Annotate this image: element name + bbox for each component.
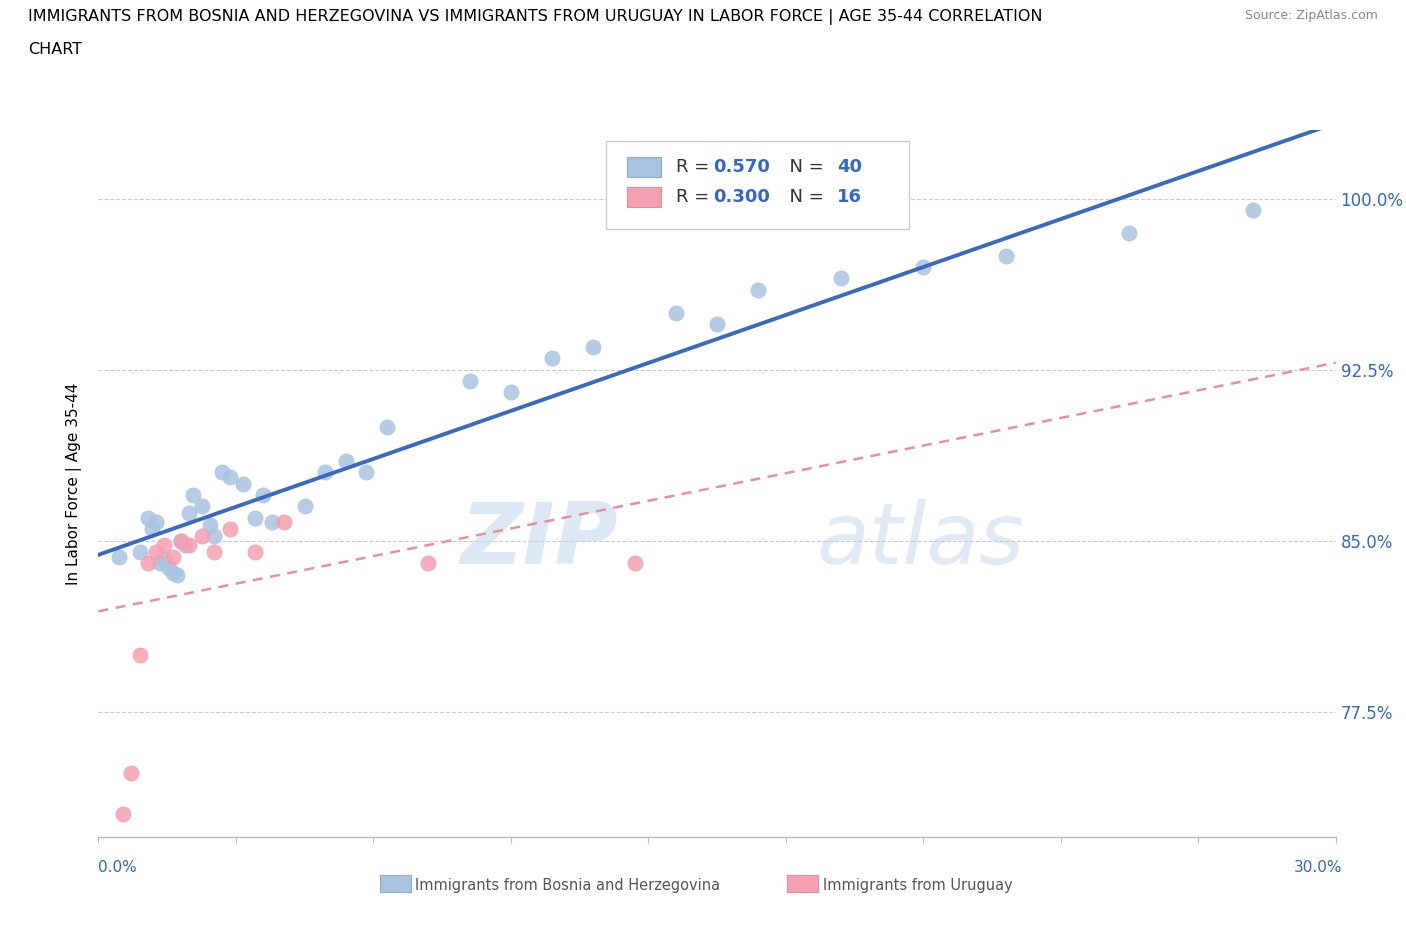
Point xyxy=(356,465,378,480)
Point xyxy=(157,561,180,576)
Point xyxy=(994,248,1017,263)
Text: IMMIGRANTS FROM BOSNIA AND HERZEGOVINA VS IMMIGRANTS FROM URUGUAY IN LABOR FORCE: IMMIGRANTS FROM BOSNIA AND HERZEGOVINA V… xyxy=(28,9,1043,25)
Point xyxy=(541,351,564,365)
Text: Immigrants from Bosnia and Herzegovina: Immigrants from Bosnia and Herzegovina xyxy=(415,878,720,893)
Text: 30.0%: 30.0% xyxy=(1295,860,1343,875)
Point xyxy=(174,538,197,552)
Point xyxy=(179,506,201,521)
Point xyxy=(166,567,188,582)
Text: Immigrants from Uruguay: Immigrants from Uruguay xyxy=(823,878,1012,893)
Text: 0.0%: 0.0% xyxy=(98,860,138,875)
Point xyxy=(243,545,266,560)
Point xyxy=(830,271,852,286)
Point xyxy=(128,545,150,560)
Point xyxy=(314,465,336,480)
Point xyxy=(294,499,316,514)
Point xyxy=(162,565,184,580)
Point xyxy=(219,522,242,537)
Point xyxy=(202,528,225,543)
Y-axis label: In Labor Force | Age 35-44: In Labor Force | Age 35-44 xyxy=(66,382,83,585)
Text: ZIP: ZIP xyxy=(460,498,619,581)
Point xyxy=(190,528,212,543)
Text: N =: N = xyxy=(778,189,830,206)
Point xyxy=(202,545,225,560)
Text: 16: 16 xyxy=(837,189,862,206)
Text: 0.570: 0.570 xyxy=(713,158,770,176)
Text: atlas: atlas xyxy=(815,498,1024,581)
Point xyxy=(145,545,167,560)
Point xyxy=(128,647,150,662)
Text: 0.300: 0.300 xyxy=(713,189,770,206)
Point xyxy=(273,515,295,530)
Point xyxy=(145,515,167,530)
Point xyxy=(623,556,645,571)
Point xyxy=(499,385,522,400)
Point xyxy=(112,806,135,821)
Point xyxy=(335,453,357,468)
Point xyxy=(232,476,254,491)
FancyBboxPatch shape xyxy=(606,140,908,229)
Point xyxy=(747,283,769,298)
Point xyxy=(243,511,266,525)
Point xyxy=(153,538,176,552)
Point xyxy=(141,522,163,537)
Point xyxy=(181,487,204,502)
Point xyxy=(136,511,159,525)
Text: CHART: CHART xyxy=(28,42,82,57)
Point xyxy=(170,533,193,548)
Point xyxy=(198,517,221,532)
Point xyxy=(219,470,242,485)
Point xyxy=(108,549,131,564)
Point xyxy=(418,556,440,571)
Point xyxy=(665,305,688,320)
Point xyxy=(211,465,233,480)
Point xyxy=(375,419,398,434)
Text: 40: 40 xyxy=(837,158,862,176)
Point xyxy=(153,551,176,566)
Point xyxy=(1118,225,1140,240)
Text: R =: R = xyxy=(676,189,716,206)
Point xyxy=(162,549,184,564)
Point xyxy=(170,533,193,548)
FancyBboxPatch shape xyxy=(627,188,661,207)
Point xyxy=(912,259,935,274)
Point xyxy=(120,765,142,780)
Point xyxy=(1241,203,1264,218)
Point xyxy=(252,487,274,502)
Point xyxy=(260,515,283,530)
Text: R =: R = xyxy=(676,158,716,176)
Point xyxy=(582,339,605,354)
Point xyxy=(136,556,159,571)
Point xyxy=(458,374,481,389)
Point xyxy=(190,499,212,514)
Text: Source: ZipAtlas.com: Source: ZipAtlas.com xyxy=(1244,9,1378,22)
Point xyxy=(149,556,172,571)
Text: N =: N = xyxy=(778,158,830,176)
FancyBboxPatch shape xyxy=(627,157,661,177)
Point xyxy=(179,538,201,552)
Point xyxy=(706,316,728,331)
